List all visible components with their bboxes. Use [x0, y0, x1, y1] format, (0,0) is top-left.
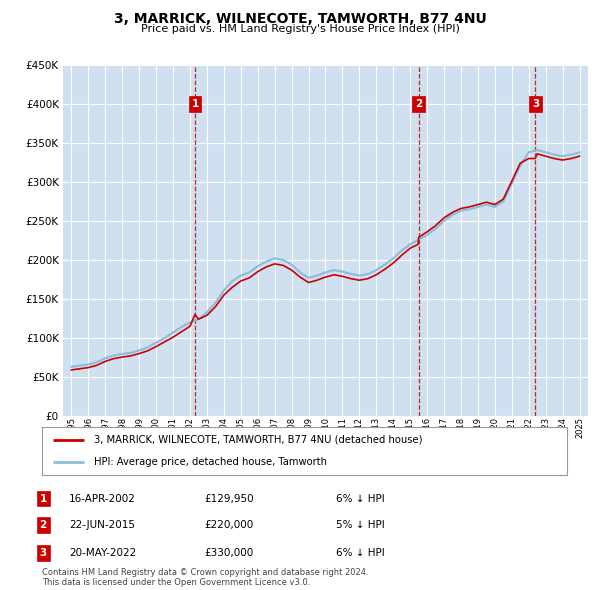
- Text: This data is licensed under the Open Government Licence v3.0.: This data is licensed under the Open Gov…: [42, 578, 310, 587]
- Text: 3: 3: [40, 548, 47, 558]
- Text: 20-MAY-2022: 20-MAY-2022: [69, 548, 136, 558]
- Text: 22-JUN-2015: 22-JUN-2015: [69, 520, 135, 530]
- Text: HPI: Average price, detached house, Tamworth: HPI: Average price, detached house, Tamw…: [95, 457, 328, 467]
- Text: 1: 1: [40, 494, 47, 503]
- Text: 3: 3: [532, 99, 539, 109]
- Text: 6% ↓ HPI: 6% ↓ HPI: [336, 494, 385, 503]
- Text: 3, MARRICK, WILNECOTE, TAMWORTH, B77 4NU (detached house): 3, MARRICK, WILNECOTE, TAMWORTH, B77 4NU…: [95, 435, 423, 445]
- Text: 6% ↓ HPI: 6% ↓ HPI: [336, 548, 385, 558]
- Text: Contains HM Land Registry data © Crown copyright and database right 2024.: Contains HM Land Registry data © Crown c…: [42, 568, 368, 577]
- Text: 16-APR-2002: 16-APR-2002: [69, 494, 136, 503]
- Text: 2: 2: [40, 520, 47, 530]
- Text: 1: 1: [191, 99, 199, 109]
- Text: Price paid vs. HM Land Registry's House Price Index (HPI): Price paid vs. HM Land Registry's House …: [140, 24, 460, 34]
- Text: 2: 2: [415, 99, 422, 109]
- Text: £129,950: £129,950: [204, 494, 254, 503]
- Text: £220,000: £220,000: [204, 520, 253, 530]
- Text: 3, MARRICK, WILNECOTE, TAMWORTH, B77 4NU: 3, MARRICK, WILNECOTE, TAMWORTH, B77 4NU: [113, 12, 487, 26]
- Text: £330,000: £330,000: [204, 548, 253, 558]
- Text: 5% ↓ HPI: 5% ↓ HPI: [336, 520, 385, 530]
